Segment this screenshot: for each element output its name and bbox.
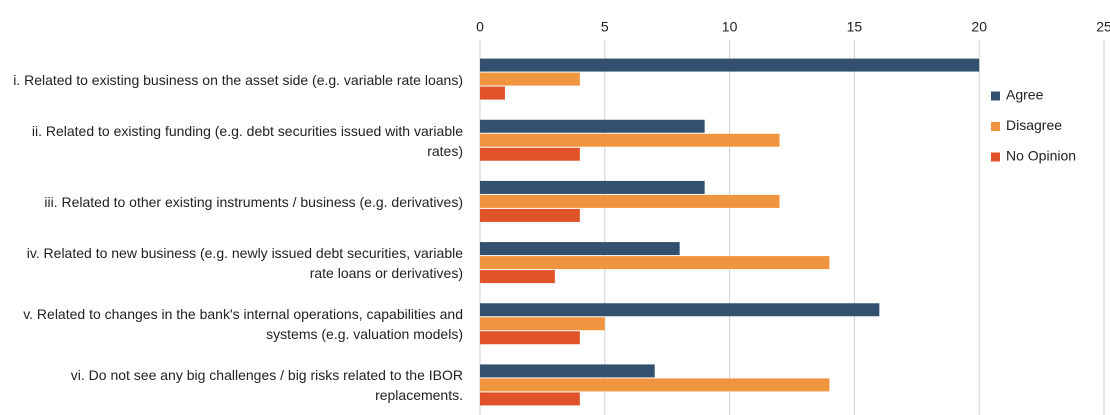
bar: [480, 317, 605, 331]
category-label: ii. Related to existing funding (e.g. de…: [31, 122, 463, 159]
category-label: iii. Related to other existing instrumen…: [44, 193, 463, 210]
x-tick-label: 10: [722, 19, 738, 35]
legend-label: No Opinion: [1006, 148, 1076, 164]
x-tick-label: 5: [601, 19, 609, 35]
bar: [480, 72, 580, 86]
bar: [480, 378, 830, 392]
bar: [480, 270, 555, 284]
bar: [480, 303, 880, 317]
legend-label: Disagree: [1006, 117, 1062, 133]
x-tick-label: 25: [1096, 19, 1110, 35]
bar: [480, 331, 580, 345]
legend-swatch: [991, 122, 1000, 131]
category-label: vi. Do not see any big challenges / big …: [70, 367, 463, 404]
category-label: v. Related to changes in the bank's inte…: [23, 306, 463, 343]
x-tick-label: 0: [476, 19, 484, 35]
category-label: i. Related to existing business on the a…: [13, 71, 463, 88]
bar: [480, 392, 580, 406]
bar: [480, 208, 580, 222]
bar: [480, 133, 780, 147]
legend-label: Agree: [1006, 87, 1044, 103]
x-tick-label: 15: [847, 19, 863, 35]
bar: [480, 58, 980, 72]
x-tick-label: 20: [971, 19, 987, 35]
legend-swatch: [991, 91, 1000, 101]
bar: [480, 86, 505, 100]
bar: [480, 119, 705, 133]
bar: [480, 364, 655, 378]
category-label: iv. Related to new business (e.g. newly …: [26, 245, 463, 282]
bar: [480, 242, 680, 256]
bar: [480, 147, 580, 161]
bar: [480, 256, 830, 270]
bar: [480, 180, 705, 194]
legend-swatch: [991, 152, 1000, 162]
bar: [480, 194, 780, 208]
